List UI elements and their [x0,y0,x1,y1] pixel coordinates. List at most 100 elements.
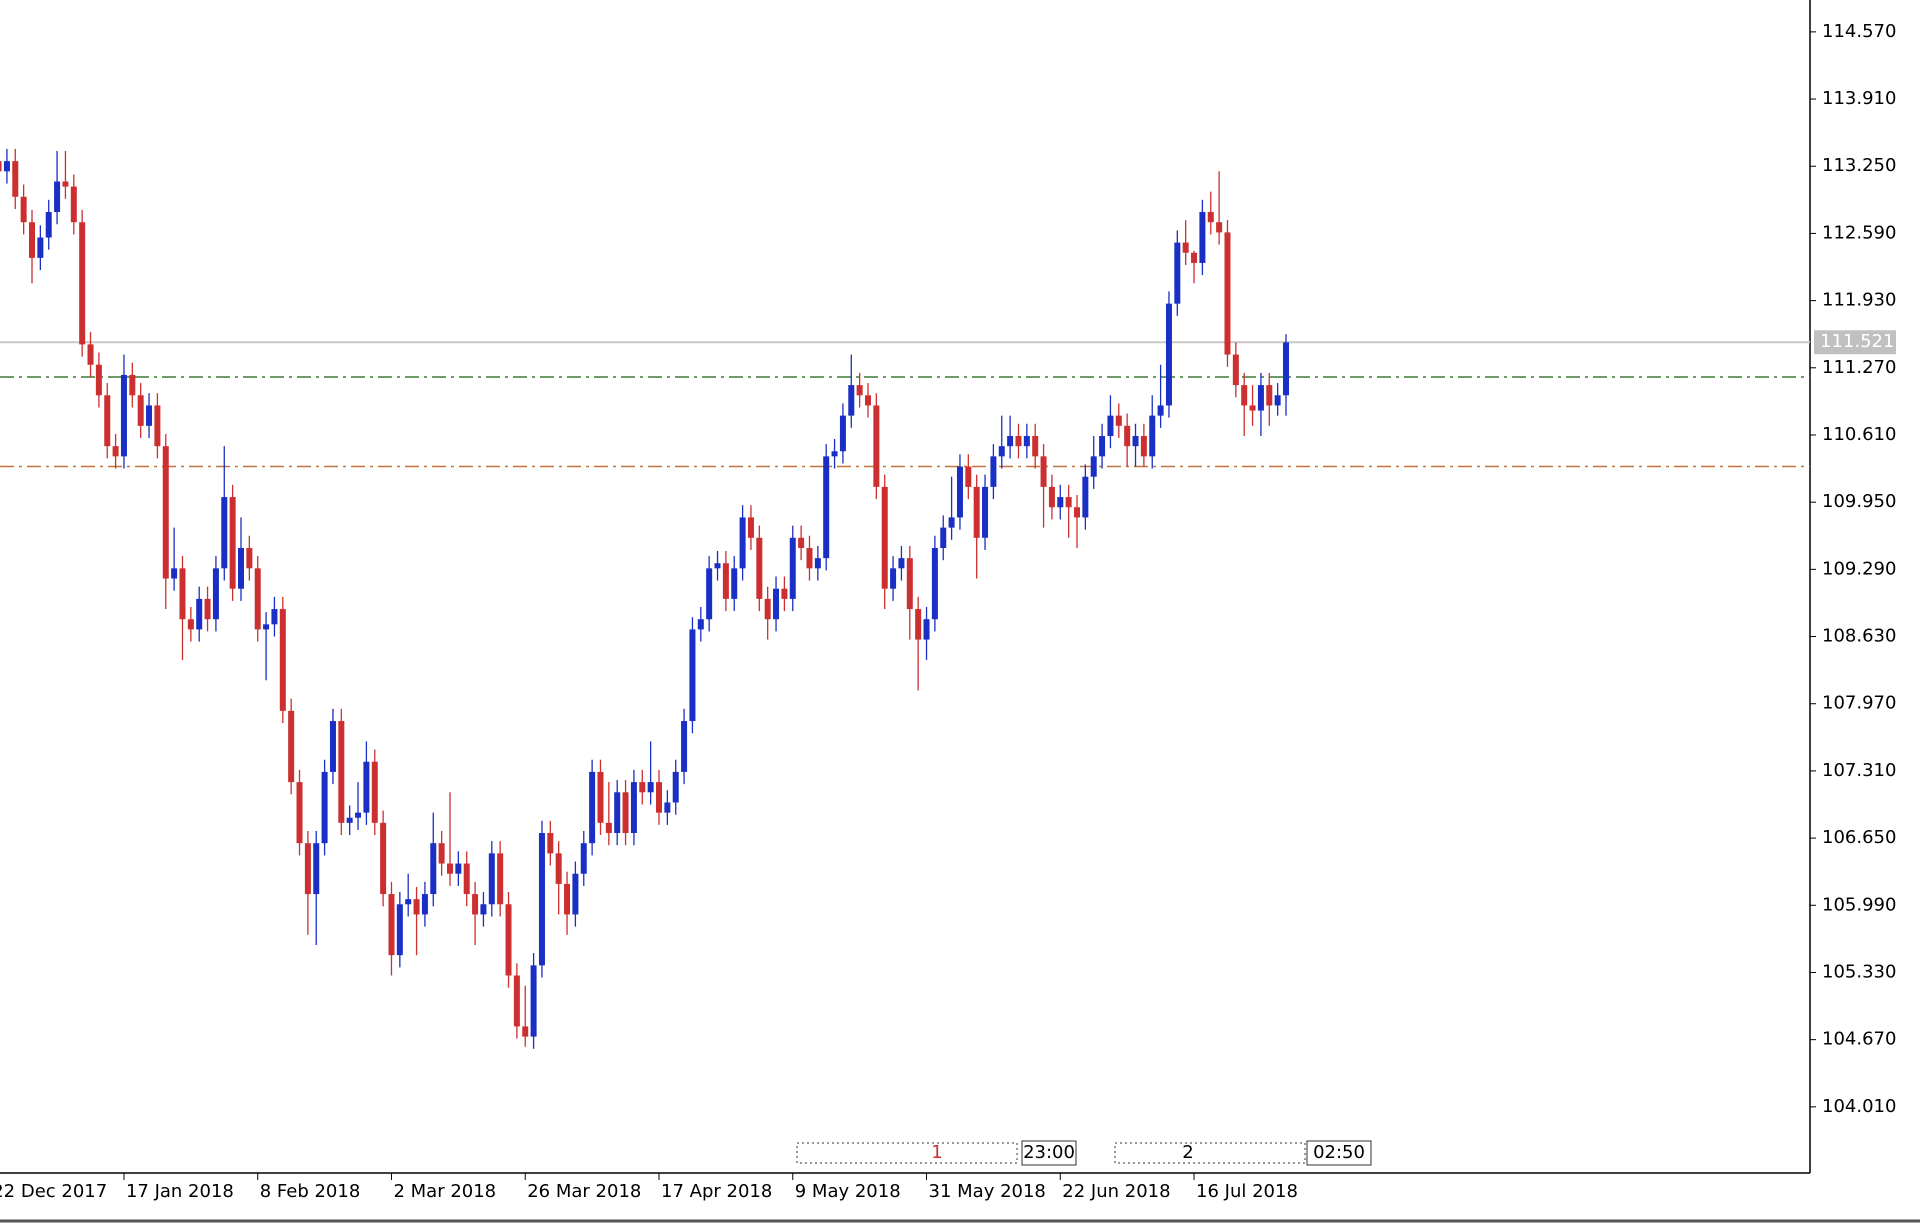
y-tick-label: 110.610 [1822,424,1896,445]
candle-body [898,558,905,569]
candle-body [1224,232,1231,355]
candle-body [87,344,94,365]
candle-body [238,547,244,589]
candle-body [179,568,186,620]
candle-body [814,558,821,569]
candle-body [246,547,253,569]
candle-body [940,527,947,548]
candle-body [1015,435,1022,447]
candle-body [497,853,504,905]
candle-body [438,843,445,864]
y-tick-label: 104.010 [1822,1096,1896,1117]
candle-body [513,975,520,1027]
candle-body [714,563,721,569]
candle-body [1099,435,1106,457]
candle-body [146,405,153,426]
marker-box [1021,1140,1077,1166]
candle-body [20,196,27,223]
candle-body [1207,212,1214,223]
candle-body [95,364,102,396]
candle-body [480,904,487,915]
y-tick-label: 104.670 [1822,1029,1896,1050]
candle-body [990,456,997,487]
candle-body [706,568,713,620]
candle-body [421,894,428,915]
candle-body [1165,303,1172,406]
candle-body [1283,342,1289,396]
current-price-box [1814,330,1896,355]
y-tick-label: 109.290 [1822,558,1896,579]
candle-body [196,598,203,630]
marker-strip [796,1142,1018,1164]
candle-body [1074,507,1080,518]
candle-body [647,782,654,793]
candle-body [1266,385,1273,406]
current-price-label: 111.521 [1820,331,1894,352]
marker-label: 1 [931,1142,942,1163]
candle-body [355,812,362,818]
candle-body [405,899,412,905]
candle-body [29,222,35,258]
candle-body [1249,405,1256,411]
candle-body [0,161,2,172]
candle-body [229,497,236,589]
candle-body [279,609,286,711]
candle-body [630,782,637,833]
candle-body [773,588,780,620]
candle-body [856,385,863,396]
candle-body [472,894,479,915]
candle-body [522,1026,529,1037]
candle-body [555,853,562,884]
candle-body [998,446,1005,457]
candle-body [1216,222,1223,233]
marker-label: 02:50 [1313,1142,1365,1163]
candle-body [722,563,729,599]
candle-body [1140,435,1147,457]
marker-label: 2 [1182,1142,1193,1163]
candle-body [806,547,813,569]
x-tick-label: 26 Mar 2018 [527,1181,641,1202]
x-tick-label: 9 May 2018 [795,1181,901,1202]
candle-body [564,883,571,915]
candle-body [1048,486,1055,508]
candle-body [923,619,930,640]
candle-body [1274,395,1281,406]
candle-body [1132,435,1139,447]
candle-body [1157,405,1164,416]
y-tick-label: 113.250 [1822,155,1896,176]
y-tick-label: 105.330 [1822,961,1896,982]
y-tick-label: 106.650 [1822,827,1896,848]
candle-body [380,822,387,895]
candle-body [956,466,963,518]
candle-body [580,843,587,874]
x-tick-label: 8 Feb 2018 [260,1181,361,1202]
candle-body [1115,415,1122,426]
candle-body [656,782,662,813]
candle-body [1199,212,1206,263]
candle-body [455,863,462,874]
candle-body [463,863,470,895]
candle-body [3,161,10,172]
candle-body [1040,456,1047,487]
candle-body [430,843,437,895]
candle-body [254,568,261,630]
candle-body [731,568,738,599]
candle-body [371,761,378,823]
candle-body [530,965,537,1037]
candle-body [1032,435,1039,457]
candle-body [221,497,228,569]
candle-body [1107,415,1114,436]
y-tick-label: 107.310 [1822,760,1896,781]
x-tick-label: 16 Jul 2018 [1196,1181,1298,1202]
candle-body [839,415,846,452]
candle-body [622,792,629,833]
candle-body [1257,385,1264,411]
y-tick-label: 108.630 [1822,626,1896,647]
candle-body [1023,435,1030,447]
candle-body [271,609,278,625]
y-tick-label: 111.930 [1822,290,1896,311]
x-tick-label: 2 Mar 2018 [393,1181,496,1202]
candle-body [321,771,328,844]
candle-body [12,161,19,197]
